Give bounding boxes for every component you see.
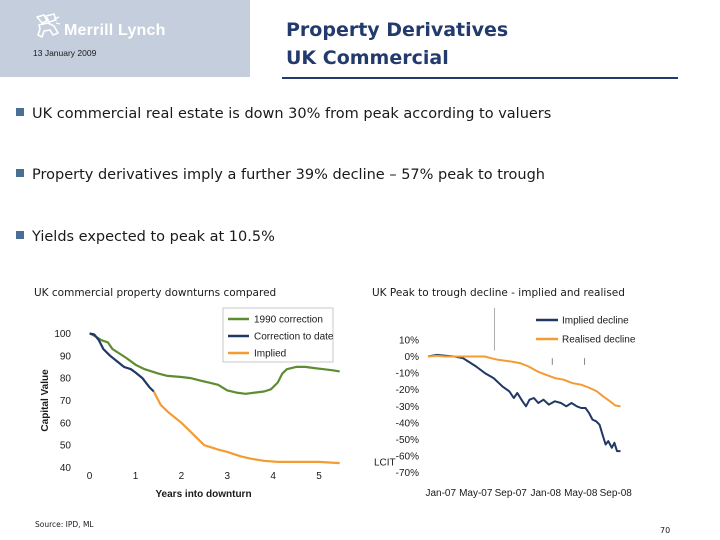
x-tick-label: Sep-08	[600, 488, 633, 499]
chart-2-caption: UK Peak to trough decline - implied and …	[372, 287, 625, 299]
y-tick-label: 70	[60, 396, 72, 407]
bullet-text: Yields expected to peak at 10.5%	[32, 229, 275, 245]
series-line	[89, 332, 340, 395]
bullet-text: UK commercial real estate is down 30% fr…	[32, 106, 552, 122]
y-tick-label: 100	[54, 329, 71, 340]
y-tick-label: -50%	[396, 435, 419, 446]
y-tick-label: -10%	[396, 369, 419, 380]
series-line	[152, 390, 340, 465]
chart-1-caption: UK commercial property downturns compare…	[34, 287, 277, 299]
title-line-1: Property Derivatives	[286, 19, 509, 41]
series-line	[89, 332, 155, 393]
y-tick-label: 80	[60, 374, 72, 385]
legend-label: 1990 correction	[254, 315, 323, 326]
series-line	[427, 353, 621, 453]
y-tick-label: -40%	[396, 418, 419, 429]
bullet-square-icon	[16, 169, 24, 177]
bullet-square-icon	[16, 231, 24, 239]
bullet-item: Yields expected to peak at 10.5%	[16, 229, 275, 245]
bullet-text: Property derivatives imply a further 39%…	[32, 167, 545, 183]
legend-label: Implied	[254, 349, 286, 360]
x-tick-label: 1	[133, 471, 139, 482]
title-line-2: UK Commercial	[286, 47, 449, 69]
logo-panel: Merrill Lynch 13 January 2009	[0, 0, 250, 77]
y-tick-label: 10%	[399, 335, 419, 346]
x-tick-label: 5	[316, 471, 322, 482]
x-tick-label: 2	[179, 471, 185, 482]
y-tick-label: -20%	[396, 385, 419, 396]
y-axis-label: Capital Value	[40, 369, 51, 432]
y-tick-label: 60	[60, 418, 72, 429]
x-tick-label: 3	[224, 471, 230, 482]
page-title: Property Derivatives UK Commercial	[286, 16, 508, 72]
y-tick-label: 40	[60, 463, 72, 474]
x-tick-label: Jan-07	[425, 488, 456, 499]
x-tick-label: Jan-08	[530, 488, 561, 499]
x-tick-label: May-07	[459, 488, 493, 499]
source-note: Source: IPD, ML	[35, 520, 94, 529]
title-underline	[282, 77, 678, 79]
x-tick-label: 4	[270, 471, 276, 482]
legend-label: Realised decline	[562, 335, 636, 346]
legend-label: Implied decline	[562, 316, 629, 327]
y-tick-label: 0%	[405, 352, 420, 363]
bullet-square-icon	[16, 108, 24, 116]
company-logo-text: Merrill Lynch	[64, 22, 166, 39]
x-tick-label: Sep-07	[495, 488, 528, 499]
bullet-item: Property derivatives imply a further 39%…	[16, 167, 545, 183]
page-number: 70	[660, 526, 671, 535]
y-tick-label: -70%	[396, 468, 419, 479]
y-tick-label: 50	[60, 441, 72, 452]
series-line	[427, 354, 621, 408]
y-tick-label: -60%	[396, 452, 419, 463]
peak-to-trough-line-chart: 10%0%-10%-20%-30%-40%-50%-60%-70%Jan-07 M…	[374, 308, 636, 499]
x-tick-label: May-08	[564, 488, 598, 499]
bullet-item: UK commercial real estate is down 30% fr…	[16, 106, 551, 122]
y-tick-label: -30%	[396, 402, 419, 413]
x-axis-label: Years into downturn	[155, 489, 251, 500]
bull-logo-icon	[36, 13, 61, 38]
x-tick-label: 0	[87, 471, 93, 482]
annotation-label: LCIT	[374, 458, 396, 469]
document-date: 13 January 2009	[33, 48, 97, 58]
downturns-line-chart: 40 50 60 70 80 90 100 0 1 2 3 4 5 Years into downturn…	[40, 307, 340, 500]
legend-label: Correction to date	[254, 332, 334, 343]
y-tick-label: 90	[60, 351, 72, 362]
